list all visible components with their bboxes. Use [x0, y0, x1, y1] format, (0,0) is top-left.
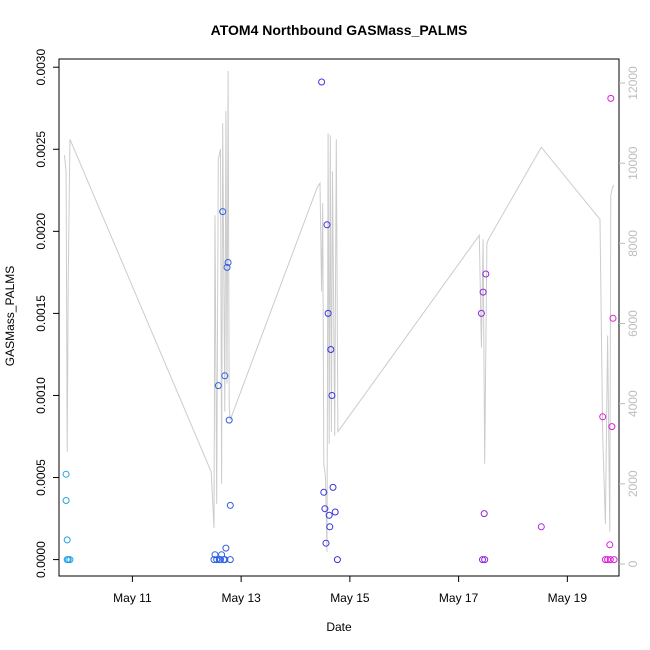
- data-point: [327, 346, 335, 353]
- y-tick-label: 0.0000: [34, 541, 48, 578]
- data-point: [224, 259, 232, 266]
- data-point: [329, 483, 337, 491]
- data-point: [601, 556, 609, 564]
- y2-tick-label: 12000: [626, 66, 640, 100]
- x-axis: May 11 May 13 May 15 May 17 May 19: [113, 576, 587, 605]
- data-point: [223, 263, 231, 271]
- data-point: [219, 208, 227, 216]
- data-point: [481, 556, 489, 564]
- data-point: [63, 536, 71, 544]
- gasmass-series: [62, 78, 618, 564]
- y-tick-label: 0.0015: [34, 295, 48, 332]
- data-point: [215, 556, 223, 564]
- y2-tick-label: 4000: [626, 390, 640, 417]
- y2-tick-label: 6000: [626, 310, 640, 337]
- altitude-line: [63, 70, 615, 553]
- data-point: [610, 556, 618, 564]
- data-point: [333, 556, 341, 564]
- data-point: [226, 501, 234, 509]
- y-tick-label: 0.0025: [34, 131, 48, 168]
- y-tick-label: 0.0005: [34, 459, 48, 496]
- data-point: [211, 551, 219, 559]
- data-point: [607, 94, 615, 102]
- y-tick-label: 0.0020: [34, 213, 48, 250]
- altitude-series: [63, 70, 615, 553]
- data-point: [62, 497, 70, 504]
- data-point: [221, 556, 229, 564]
- data-point: [331, 508, 339, 516]
- plot-frame: [58, 58, 620, 577]
- data-point: [323, 221, 331, 229]
- x-tick-label: May 15: [330, 591, 370, 605]
- data-point: [480, 510, 488, 518]
- data-point: [537, 523, 545, 531]
- y2-tick-label: 0: [626, 560, 640, 567]
- y2-axis: 0 2000 4000 6000 8000 10000 12000: [619, 66, 640, 567]
- data-point: [225, 416, 233, 424]
- y-tick-label: 0.0030: [34, 49, 48, 86]
- data-point: [479, 288, 487, 296]
- data-point: [479, 556, 486, 564]
- data-point: [321, 505, 329, 513]
- data-point: [66, 556, 74, 564]
- data-point: [606, 541, 614, 549]
- data-point: [325, 511, 333, 519]
- data-point: [609, 314, 617, 322]
- data-point: [62, 470, 70, 478]
- data-point: [606, 556, 614, 564]
- data-point: [477, 309, 485, 317]
- data-point: [213, 556, 221, 564]
- data-point: [328, 392, 336, 399]
- data-point: [324, 309, 332, 317]
- y2-tick-label: 10000: [626, 146, 640, 180]
- x-tick-label: May 19: [548, 591, 588, 605]
- data-point: [322, 539, 330, 547]
- data-point: [222, 544, 230, 552]
- data-point: [326, 523, 334, 531]
- x-axis-label: Date: [326, 620, 352, 634]
- y2-tick-label: 8000: [626, 230, 640, 257]
- data-point: [608, 423, 616, 431]
- data-point: [214, 382, 222, 390]
- chart-title: ATOM4 Northbound GASMass_PALMS: [211, 22, 468, 38]
- data-point: [221, 372, 229, 380]
- data-point: [599, 413, 607, 421]
- y-axis: 0.0000 0.0005 0.0010 0.0015 0.0020 0.0025 0.00…: [34, 49, 59, 578]
- x-tick-label: May 17: [439, 591, 479, 605]
- y2-tick-label: 2000: [626, 470, 640, 497]
- y-axis-label: GASMass_PALMS: [3, 266, 17, 366]
- y-tick-label: 0.0010: [34, 377, 48, 414]
- data-point: [318, 78, 326, 86]
- data-point: [482, 270, 490, 278]
- data-point: [320, 488, 328, 496]
- x-tick-label: May 11: [113, 591, 152, 605]
- x-tick-label: May 13: [221, 591, 261, 605]
